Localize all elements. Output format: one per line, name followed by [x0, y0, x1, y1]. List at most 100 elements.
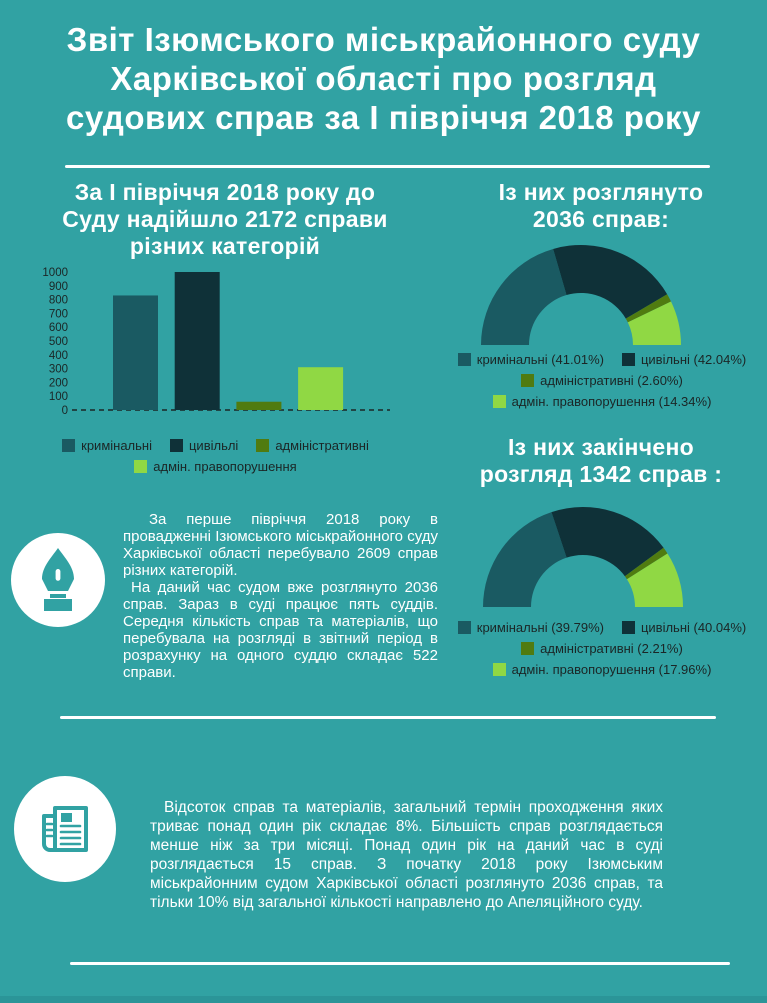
legend-item: цивільні (42.04%) — [621, 352, 747, 367]
legend-item: цивільні (40.04%) — [621, 620, 747, 635]
finished-donut-legend: кримінальні (39.79%) цивільні (40.04%) адм… — [437, 620, 767, 683]
legend-item: адміністративні (2.60%) — [521, 373, 683, 388]
legend-label: адмін. правопорушення (17.96%) — [511, 662, 712, 677]
legend-swatch — [521, 374, 535, 387]
legend-swatch — [256, 439, 270, 452]
document-icon-circle — [14, 776, 116, 882]
legend-item: адмін. правопорушення (17.96%) — [492, 662, 712, 677]
summary-note-text: Відсоток справ та матеріалів, загальний … — [150, 799, 663, 911]
legend-row: адміністративні (2.60%) — [512, 373, 692, 388]
finished-section-heading: Із них закінчено розгляд 1342 справ : — [438, 434, 764, 488]
y-axis-tick-label: 1000 — [42, 267, 68, 279]
donut-segment-адміністративні — [625, 294, 672, 323]
bar-кримінальні — [113, 295, 158, 410]
y-axis-tick-label: 900 — [49, 281, 68, 293]
pen-note-text: За перше півріччя 2018 року в провадженн… — [123, 511, 438, 681]
page-title-line: Харківської області про розгляд — [110, 60, 657, 97]
divider-line — [70, 962, 730, 965]
y-axis-tick-label: 0 — [62, 405, 68, 417]
reviewed-donut-legend: кримінальні (41.01%) цивільні (42.04%) адм… — [437, 352, 767, 415]
legend-row: адміністративні (2.21%) — [512, 641, 692, 656]
legend-swatch — [134, 460, 148, 473]
pen-note-paragraph-2: На даний час судом вже розглянуто 2036 с… — [123, 579, 438, 681]
y-axis-tick-label: 800 — [49, 295, 68, 307]
document-icon — [42, 806, 88, 852]
donut-segment-адміністративні — [624, 547, 668, 580]
pen-icon-circle — [11, 533, 105, 627]
legend-item: адмін. правопорушення — [134, 459, 297, 474]
legend-row: адмін. правопорушення — [125, 459, 305, 474]
y-axis-tick-label: 700 — [49, 308, 68, 320]
legend-row: кримінальні (39.79%) цивільні (40.04%) — [449, 620, 756, 635]
legend-label: кримінальні — [81, 438, 152, 453]
legend-swatch — [621, 621, 635, 634]
legend-swatch — [457, 621, 471, 634]
legend-item: кримінальні — [62, 438, 152, 453]
legend-item: цивільлі — [169, 438, 239, 453]
heading-line: 2036 справ: — [532, 206, 670, 232]
legend-swatch — [621, 353, 635, 366]
pen-note-paragraph-1: За перше півріччя 2018 року в провадженн… — [123, 511, 438, 579]
bar-chart-legend: кримінальні цивільлі адміністративні адмін.… — [28, 438, 403, 480]
y-axis-tick-label: 300 — [49, 364, 68, 376]
legend-label: адмін. правопорушення (14.34%) — [511, 394, 712, 409]
legend-label: кримінальні (39.79%) — [476, 620, 604, 635]
footer-strip — [0, 996, 767, 1003]
heading-line: Суду надійшло 2172 справи — [62, 206, 388, 232]
heading-line: Із них закінчено — [507, 434, 695, 460]
legend-label: кримінальні (41.01%) — [476, 352, 604, 367]
divider-line — [60, 716, 716, 719]
reviewed-section-heading: Із них розглянуто 2036 справ: — [438, 179, 764, 233]
bar-адмін. правопорушення — [298, 367, 344, 410]
legend-row: кримінальні цивільлі адміністративні — [53, 438, 378, 453]
donut-segment-кримінальні — [481, 248, 567, 345]
legend-label: адміністративні — [275, 438, 369, 453]
legend-label: адміністративні (2.60%) — [540, 373, 683, 388]
bar-цивільлі — [174, 272, 220, 410]
donut-segment-адмін. правопорушення — [626, 553, 683, 607]
legend-item: адміністративні — [256, 438, 369, 453]
y-axis-tick-label: 400 — [49, 350, 68, 362]
legend-row: адмін. правопорушення (14.34%) — [484, 394, 721, 409]
legend-swatch — [169, 439, 183, 452]
donut-segment-адмін. правопорушення — [627, 301, 681, 345]
legend-item: адміністративні (2.21%) — [521, 641, 683, 656]
y-axis-tick-label: 600 — [49, 322, 68, 334]
reviewed-donut-chart — [481, 245, 681, 345]
y-axis-tick-label: 500 — [49, 336, 68, 348]
legend-item: кримінальні (41.01%) — [457, 352, 604, 367]
incoming-section-heading: За І півріччя 2018 року до Суду надійшло… — [46, 179, 404, 260]
legend-swatch — [457, 353, 471, 366]
legend-item: адмін. правопорушення (14.34%) — [492, 394, 712, 409]
heading-line: За І півріччя 2018 року до — [74, 179, 376, 205]
legend-label: цивільні (42.04%) — [640, 352, 747, 367]
pen-nib-icon — [42, 548, 74, 611]
legend-swatch — [62, 439, 76, 452]
legend-swatch — [492, 395, 506, 408]
heading-line: розгляд 1342 справ : — [479, 461, 723, 487]
legend-swatch — [492, 663, 506, 676]
heading-line: різних категорій — [129, 233, 321, 259]
legend-label: цивільні (40.04%) — [640, 620, 747, 635]
page-title: Звіт Ізюмського міськрайонного суду Харк… — [0, 20, 767, 137]
donut-segment-цивільні — [551, 507, 664, 577]
legend-label: адмін. правопорушення — [153, 459, 297, 474]
divider-line — [65, 165, 710, 168]
bar-адміністративні — [236, 401, 282, 410]
donut-segment-цивільні — [553, 245, 668, 319]
legend-label: адміністративні (2.21%) — [540, 641, 683, 656]
legend-row: адмін. правопорушення (17.96%) — [484, 662, 721, 677]
legend-swatch — [521, 642, 535, 655]
finished-donut-chart — [483, 507, 683, 607]
legend-row: кримінальні (41.01%) цивільні (42.04%) — [449, 352, 756, 367]
legend-label: цивільлі — [188, 438, 239, 453]
legend-item: кримінальні (39.79%) — [457, 620, 604, 635]
heading-line: Із них розглянуто — [498, 179, 704, 205]
y-axis-tick-label: 100 — [49, 391, 68, 403]
donut-segment-кримінальні — [483, 512, 567, 607]
page-title-line: судових справ за І півріччя 2018 року — [66, 99, 701, 136]
y-axis-tick-label: 200 — [49, 377, 68, 389]
page-title-line: Звіт Ізюмського міськрайонного суду — [66, 21, 701, 58]
